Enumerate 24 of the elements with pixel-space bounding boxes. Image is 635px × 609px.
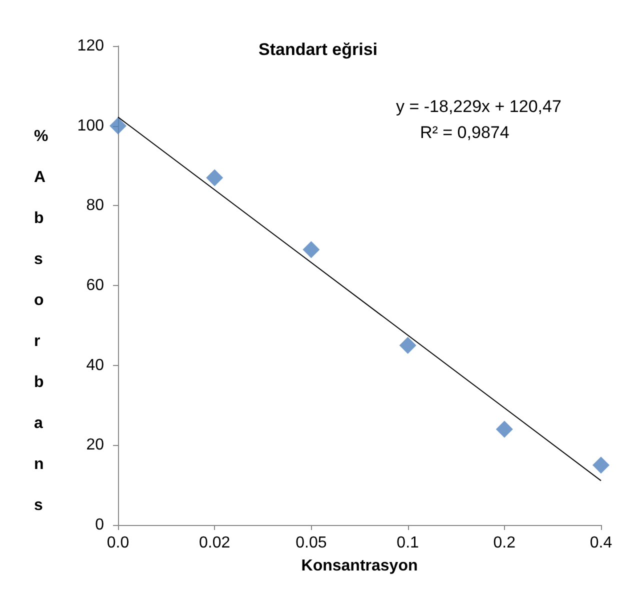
point bbox=[496, 420, 513, 438]
x-tick-label: 0.02 bbox=[199, 534, 230, 552]
y-tick-label: 60 bbox=[86, 277, 104, 294]
x-tick-label: 0.2 bbox=[493, 534, 516, 552]
point bbox=[399, 336, 416, 354]
x-tick-label: 0.1 bbox=[396, 534, 420, 552]
text: % Absorbans bbox=[34, 128, 48, 514]
y-tick-label: 0 bbox=[95, 516, 104, 534]
y-tick-label: 100 bbox=[77, 117, 104, 134]
y-tick-label: 80 bbox=[86, 197, 104, 214]
point bbox=[206, 169, 224, 186]
x-tick-label: 0.0 bbox=[106, 534, 130, 552]
annotation: R² = 0,9874 bbox=[420, 123, 510, 142]
x-axis-title: Konsantrasyon bbox=[301, 558, 418, 574]
annotation: y = -18,229x + 120,47 bbox=[396, 97, 562, 116]
chart-title: Standart eğrisi bbox=[258, 40, 378, 59]
x-tick-label: 0.05 bbox=[296, 534, 327, 552]
x-tick-label: 0.4 bbox=[590, 534, 612, 552]
y-tick-label: 20 bbox=[86, 436, 104, 454]
y-tick-label: 40 bbox=[86, 356, 104, 374]
y-tick-label: 120 bbox=[77, 38, 104, 54]
point bbox=[302, 241, 320, 258]
point bbox=[110, 117, 126, 134]
point bbox=[592, 456, 610, 474]
